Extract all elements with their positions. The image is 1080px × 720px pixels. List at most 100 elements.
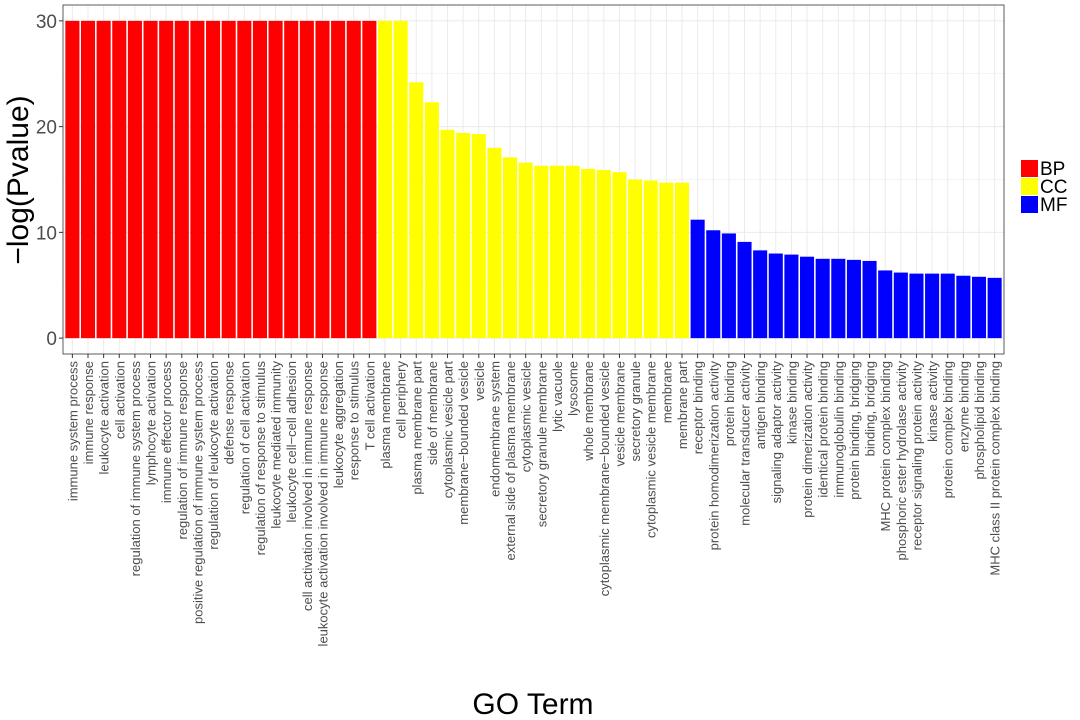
bar: [831, 258, 846, 339]
x-tick-label: receptor binding: [691, 361, 706, 454]
x-tick-label: vesicle membrane: [612, 361, 627, 467]
bar: [971, 276, 987, 339]
x-tick-label: enzyme binding: [956, 361, 971, 452]
legend-label: BP: [1040, 159, 1065, 180]
bar: [784, 254, 799, 339]
x-tick-label: protein homodimerization activity: [706, 361, 721, 551]
x-tick-label: regulation of response to stimulus: [253, 361, 268, 556]
x-tick-label: leukocyte activation involved in immune …: [315, 361, 330, 646]
bar: [315, 20, 330, 339]
x-tick-label: protein binding: [722, 361, 737, 446]
bar: [643, 180, 658, 339]
x-tick-label: defense response: [222, 361, 237, 464]
bar: [956, 275, 971, 339]
y-tick-label: 10: [36, 223, 57, 244]
bar: [346, 20, 361, 339]
bar: [674, 182, 690, 339]
bars: [65, 20, 1002, 339]
bar: [237, 20, 252, 339]
bar: [471, 134, 486, 339]
bar: [581, 168, 596, 339]
x-axis: immune system process immune response leuk…: [65, 354, 1003, 646]
bar: [190, 20, 205, 339]
bar: [721, 233, 736, 339]
bar: [80, 20, 96, 339]
bar: [96, 20, 111, 339]
x-tick-label: binding, bridging: [863, 361, 878, 456]
bar: [878, 270, 893, 339]
legend-key: [1021, 160, 1038, 177]
bar: [612, 172, 627, 339]
x-tick-label: regulation of immune system process: [128, 361, 143, 577]
x-tick-label: cytoplasmic vesicle part: [441, 361, 456, 499]
x-tick-label: identical protein binding: [816, 361, 831, 498]
bar: [596, 169, 611, 339]
x-tick-label: endomembrane system: [487, 361, 502, 497]
x-tick-label: cytoplasmic vesicle membrane: [644, 361, 659, 538]
bar: [800, 256, 815, 339]
x-tick-label: antigen binding: [753, 361, 768, 449]
x-axis-title: GO Term: [472, 688, 593, 720]
bar: [518, 162, 533, 339]
bar: [534, 165, 549, 339]
x-tick-label: leukocyte mediated immunity: [269, 361, 284, 529]
x-tick-label: external side of plasma membrane: [503, 361, 518, 560]
bar: [143, 20, 158, 339]
bar: [424, 102, 439, 339]
legend-key: [1021, 196, 1038, 213]
x-tick-label: protein dimerization activity: [800, 361, 815, 518]
bar: [690, 219, 705, 339]
x-tick-label: whole membrane: [581, 361, 596, 462]
y-tick-label: 0: [46, 329, 57, 350]
bar: [862, 260, 877, 339]
x-tick-label: positive regulation of immune system pro…: [190, 361, 205, 625]
bar: [440, 129, 455, 339]
bar: [768, 253, 783, 339]
bar: [299, 20, 314, 339]
bar: [456, 132, 471, 339]
bar: [565, 165, 580, 339]
x-tick-label: secretory granule membrane: [534, 361, 549, 527]
bar: [331, 20, 346, 339]
x-tick-label: vesicle: [472, 361, 487, 401]
bar: [377, 20, 393, 339]
bar: [112, 20, 127, 339]
bar: [252, 20, 267, 339]
y-axis-title: −log(Pvalue): [2, 95, 35, 264]
x-tick-label: protein binding, bridging: [847, 361, 862, 500]
legend-key: [1021, 178, 1038, 195]
bar: [362, 20, 377, 339]
bar: [737, 241, 752, 339]
x-tick-label: cytoplasmic vesicle: [519, 361, 534, 472]
x-tick-label: cell activation involved in immune respo…: [300, 361, 315, 611]
legend-label: CC: [1040, 177, 1067, 198]
bar: [893, 272, 908, 339]
bar: [909, 273, 924, 339]
x-tick-label: T cell activation: [362, 361, 377, 450]
x-tick-label: membrane: [659, 361, 674, 423]
bar: [628, 179, 643, 339]
x-tick-label: cytoplasmic membrane−bounded vesicle: [597, 361, 612, 596]
x-tick-label: cell activation: [112, 361, 127, 439]
x-tick-label: protein complex binding: [941, 361, 956, 498]
x-tick-label: cell periphery: [394, 361, 409, 439]
x-tick-label: membrane−bounded vesicle: [456, 361, 471, 525]
x-tick-label: plasma membrane part: [409, 361, 424, 495]
bar: [940, 273, 955, 339]
bar: [159, 20, 174, 339]
x-tick-label: receptor signaling protein activity: [909, 361, 924, 551]
x-tick-label: MHC class II protein complex binding: [988, 361, 1003, 576]
bar: [659, 182, 674, 339]
x-tick-label: kinase activity: [925, 361, 940, 442]
bar: [987, 277, 1002, 339]
x-tick-label: side of membrane: [425, 361, 440, 465]
x-tick-label: kinase binding: [784, 361, 799, 444]
x-tick-label: lysosome: [566, 361, 581, 416]
bar: [174, 20, 189, 339]
bar: [753, 250, 768, 339]
x-tick-label: molecular transducer activity: [738, 361, 753, 526]
bar: [284, 20, 299, 339]
y-axis: 0 10 20 30: [36, 12, 63, 350]
